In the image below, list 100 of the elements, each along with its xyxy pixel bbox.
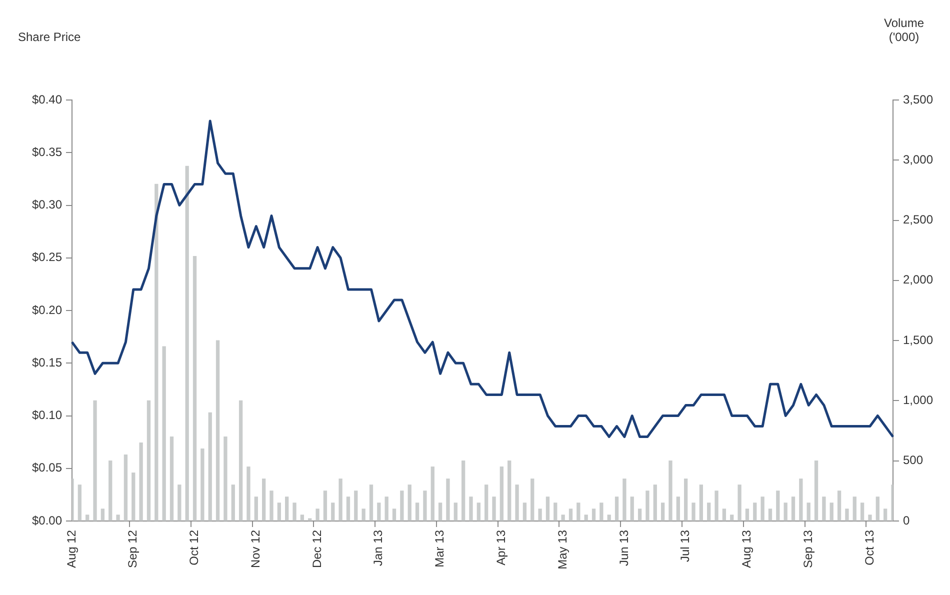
bar bbox=[561, 514, 565, 521]
bar bbox=[791, 496, 796, 521]
y2-tick-label: 2,500 bbox=[903, 212, 934, 227]
bar bbox=[646, 490, 650, 521]
bar bbox=[576, 502, 580, 521]
bar bbox=[354, 490, 358, 521]
bar bbox=[454, 502, 458, 521]
y2-tick-label: 1,000 bbox=[903, 393, 934, 408]
bar bbox=[760, 496, 764, 521]
bar bbox=[622, 478, 626, 521]
y-tick-label: $0.30 bbox=[32, 198, 62, 212]
bar bbox=[508, 460, 512, 521]
bar bbox=[722, 508, 726, 521]
bar bbox=[254, 496, 258, 521]
bar bbox=[154, 184, 158, 521]
bar bbox=[208, 412, 212, 521]
bar bbox=[668, 460, 672, 521]
bar bbox=[162, 346, 166, 521]
bar bbox=[630, 496, 634, 521]
bar bbox=[461, 460, 466, 521]
bar bbox=[584, 514, 588, 521]
y2-tick-label: 500 bbox=[903, 453, 924, 468]
y-axis-title: Share Price bbox=[18, 30, 81, 44]
bar bbox=[270, 490, 274, 521]
bar bbox=[93, 400, 97, 521]
bar bbox=[430, 466, 434, 521]
bar bbox=[614, 496, 619, 521]
bar bbox=[546, 496, 550, 521]
bar bbox=[484, 484, 488, 521]
bar bbox=[346, 496, 350, 521]
bar bbox=[224, 436, 228, 521]
bar bbox=[446, 478, 450, 521]
y-tick-label: $0.05 bbox=[32, 460, 62, 475]
bar bbox=[369, 484, 374, 521]
bar bbox=[538, 508, 542, 521]
bar bbox=[822, 496, 826, 521]
bar bbox=[845, 508, 849, 521]
bar bbox=[676, 496, 680, 521]
y-tick-label: $0.10 bbox=[32, 408, 62, 422]
bar bbox=[108, 460, 112, 521]
bar bbox=[554, 502, 558, 521]
bar bbox=[78, 484, 82, 521]
x-tick-label: Mar 13 bbox=[432, 530, 447, 568]
bar bbox=[377, 502, 381, 521]
bar bbox=[277, 502, 281, 521]
bar bbox=[408, 484, 412, 521]
y-tick-label: $0.25 bbox=[32, 250, 62, 264]
y-tick-label: $0.00 bbox=[32, 513, 62, 528]
bar bbox=[469, 496, 473, 521]
bar bbox=[776, 490, 780, 521]
bar bbox=[392, 508, 396, 521]
bar bbox=[692, 502, 696, 521]
bar bbox=[423, 490, 427, 521]
x-tick-label: Apr 13 bbox=[494, 530, 508, 566]
bar bbox=[415, 502, 420, 521]
y2-tick-label: 3,500 bbox=[903, 92, 934, 106]
bar bbox=[745, 508, 750, 521]
y-tick-label: $0.15 bbox=[32, 355, 62, 370]
bar bbox=[738, 484, 742, 521]
bar bbox=[285, 496, 289, 521]
y-tick-label: $0.40 bbox=[32, 92, 62, 106]
bar bbox=[132, 472, 136, 521]
bar bbox=[876, 496, 880, 521]
y-tick-label: $0.20 bbox=[32, 302, 62, 317]
bar bbox=[246, 466, 250, 521]
x-tick-label: Jul 13 bbox=[678, 530, 692, 562]
bar bbox=[522, 502, 527, 521]
x-tick-label: Sep 12 bbox=[126, 530, 140, 568]
bar bbox=[830, 502, 834, 521]
bar bbox=[308, 518, 312, 521]
bar bbox=[530, 478, 534, 521]
y2-tick-label: 2,000 bbox=[903, 272, 934, 287]
bar bbox=[799, 478, 803, 521]
y2-axis-title: Volume ('000) bbox=[882, 16, 926, 44]
bar bbox=[316, 508, 320, 521]
bar bbox=[116, 514, 120, 521]
bar bbox=[146, 400, 151, 521]
bar bbox=[170, 436, 174, 521]
bar bbox=[860, 502, 864, 521]
bar bbox=[438, 502, 442, 521]
bar bbox=[707, 502, 711, 521]
bar bbox=[714, 490, 718, 521]
bar bbox=[852, 496, 856, 521]
bar bbox=[139, 442, 143, 521]
bar bbox=[492, 496, 496, 521]
bar bbox=[362, 508, 366, 521]
bar bbox=[178, 484, 182, 521]
bar bbox=[476, 502, 480, 521]
bar bbox=[868, 514, 872, 521]
bar bbox=[384, 496, 388, 521]
bar bbox=[753, 502, 757, 521]
bar bbox=[292, 502, 296, 521]
bar bbox=[400, 490, 404, 521]
bar bbox=[200, 448, 204, 521]
x-tick-label: Aug 13 bbox=[740, 530, 754, 568]
bar bbox=[300, 514, 304, 521]
x-tick-label: Nov 12 bbox=[248, 530, 262, 568]
bar bbox=[238, 400, 243, 521]
bar bbox=[699, 484, 704, 521]
bar bbox=[660, 502, 665, 521]
